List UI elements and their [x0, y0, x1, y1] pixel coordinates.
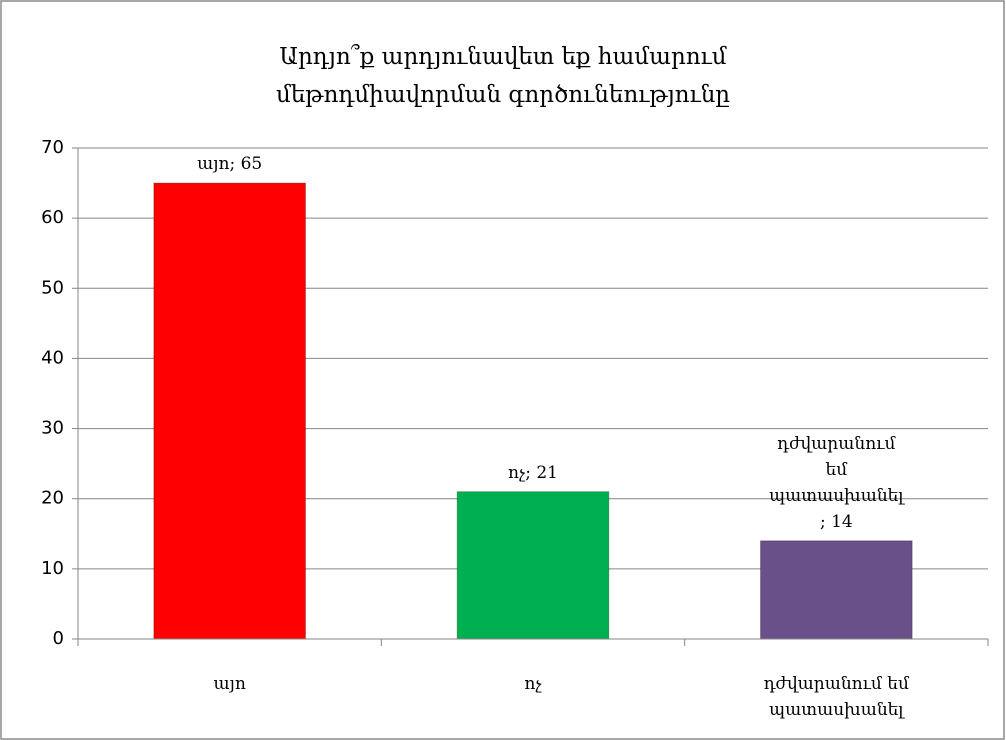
x-tick-label: այո	[213, 674, 246, 694]
y-tick-label: 20	[41, 488, 64, 509]
y-tick-label: 40	[41, 347, 64, 368]
chart-title: Արդյո՞ք արդյունավետ եք համարում	[279, 44, 727, 70]
data-label: այո; 65	[197, 154, 263, 175]
bar	[153, 182, 306, 640]
x-tick-label: դժվարանում եմ պատասխանել	[763, 674, 909, 720]
bar	[760, 540, 913, 640]
y-tick-label: 60	[41, 207, 64, 228]
data-label: ոչ; 21	[507, 462, 558, 483]
data-label: դժվարանում եմ պատասխանել ; 14	[769, 433, 904, 532]
y-tick-label: 70	[41, 137, 64, 158]
y-tick-label: 50	[41, 277, 64, 298]
chart-title: մեթոդմիավորման գործունեությունը	[276, 82, 730, 108]
y-tick-label: 10	[41, 558, 64, 579]
y-tick-label: 0	[53, 628, 64, 649]
x-tick-label: ոչ	[524, 674, 542, 694]
y-tick-label: 30	[41, 418, 64, 439]
bar	[456, 491, 610, 640]
